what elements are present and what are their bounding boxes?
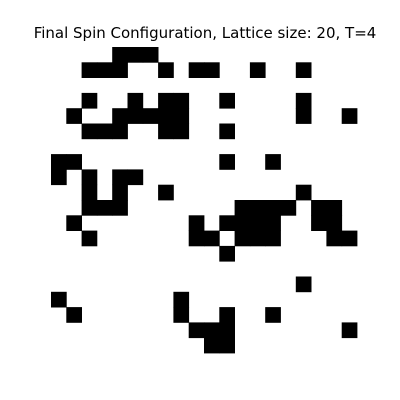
spin-cell-down: [219, 154, 235, 170]
spin-cell-down: [128, 93, 144, 109]
spin-cell-down: [189, 231, 205, 247]
spin-cell-down: [342, 231, 358, 247]
spin-cell-down: [128, 108, 144, 124]
spin-cell-down: [82, 93, 98, 109]
spin-cell-down: [66, 154, 82, 170]
spin-cell-down: [204, 231, 220, 247]
spin-cell-down: [97, 62, 113, 78]
spin-cell-down: [219, 93, 235, 109]
spin-cell-down: [296, 185, 312, 201]
spin-cell-down: [128, 169, 144, 185]
spin-cell-down: [82, 185, 98, 201]
spin-cell-down: [97, 124, 113, 140]
spin-cell-down: [265, 200, 281, 216]
spin-cell-down: [281, 200, 297, 216]
spin-cell-down: [235, 200, 251, 216]
spin-cell-down: [173, 93, 189, 109]
spin-cell-down: [250, 62, 266, 78]
spin-cell-down: [158, 185, 174, 201]
spin-cell-down: [82, 231, 98, 247]
spin-cell-down: [128, 47, 144, 63]
spin-cell-down: [82, 62, 98, 78]
spin-cell-down: [219, 215, 235, 231]
spin-cell-down: [311, 215, 327, 231]
spin-cell-down: [189, 62, 205, 78]
spin-cell-down: [173, 108, 189, 124]
spin-cell-down: [66, 307, 82, 323]
spin-cell-down: [66, 215, 82, 231]
spin-cell-down: [112, 169, 128, 185]
spin-cell-down: [112, 200, 128, 216]
spin-cell-down: [51, 292, 67, 308]
spin-cell-down: [342, 108, 358, 124]
spin-cell-down: [326, 215, 342, 231]
spin-cell-down: [204, 338, 220, 354]
spin-cell-down: [326, 200, 342, 216]
spin-cell-down: [173, 292, 189, 308]
spin-cell-down: [235, 215, 251, 231]
spin-cell-down: [296, 277, 312, 293]
spin-cell-down: [326, 231, 342, 247]
spin-cell-down: [158, 108, 174, 124]
spin-cell-down: [112, 185, 128, 201]
spin-cell-down: [112, 108, 128, 124]
spin-cell-down: [173, 307, 189, 323]
spin-cell-down: [219, 246, 235, 262]
spin-cell-down: [265, 307, 281, 323]
spin-cell-down: [265, 215, 281, 231]
spin-cell-down: [51, 154, 67, 170]
spin-cell-down: [82, 124, 98, 140]
spin-cell-down: [189, 322, 205, 338]
spin-cell-down: [143, 108, 159, 124]
spin-cell-down: [158, 62, 174, 78]
spin-cell-down: [112, 124, 128, 140]
spin-cell-down: [173, 124, 189, 140]
spin-cell-down: [189, 215, 205, 231]
spin-cell-down: [204, 322, 220, 338]
spin-cell-down: [265, 154, 281, 170]
spin-cell-down: [342, 322, 358, 338]
spin-cell-down: [219, 307, 235, 323]
spin-cell-down: [97, 200, 113, 216]
spin-cell-down: [219, 338, 235, 354]
spin-cell-down: [66, 108, 82, 124]
spin-cell-down: [158, 124, 174, 140]
spin-cell-down: [82, 169, 98, 185]
spin-cell-down: [51, 169, 67, 185]
spin-cell-down: [296, 108, 312, 124]
spin-cell-down: [204, 62, 220, 78]
spin-cell-down: [311, 200, 327, 216]
spin-cell-down: [158, 93, 174, 109]
spin-cell-down: [296, 93, 312, 109]
spin-cell-down: [219, 322, 235, 338]
spin-cell-down: [250, 215, 266, 231]
spin-cell-down: [82, 200, 98, 216]
spin-cell-down: [112, 47, 128, 63]
spin-cell-down: [235, 231, 251, 247]
spin-cell-down: [296, 62, 312, 78]
spin-cell-down: [143, 47, 159, 63]
spin-cell-down: [265, 231, 281, 247]
spin-cell-down: [219, 124, 235, 140]
spin-cell-down: [250, 200, 266, 216]
spin-cell-down: [112, 62, 128, 78]
spin-cell-down: [250, 231, 266, 247]
